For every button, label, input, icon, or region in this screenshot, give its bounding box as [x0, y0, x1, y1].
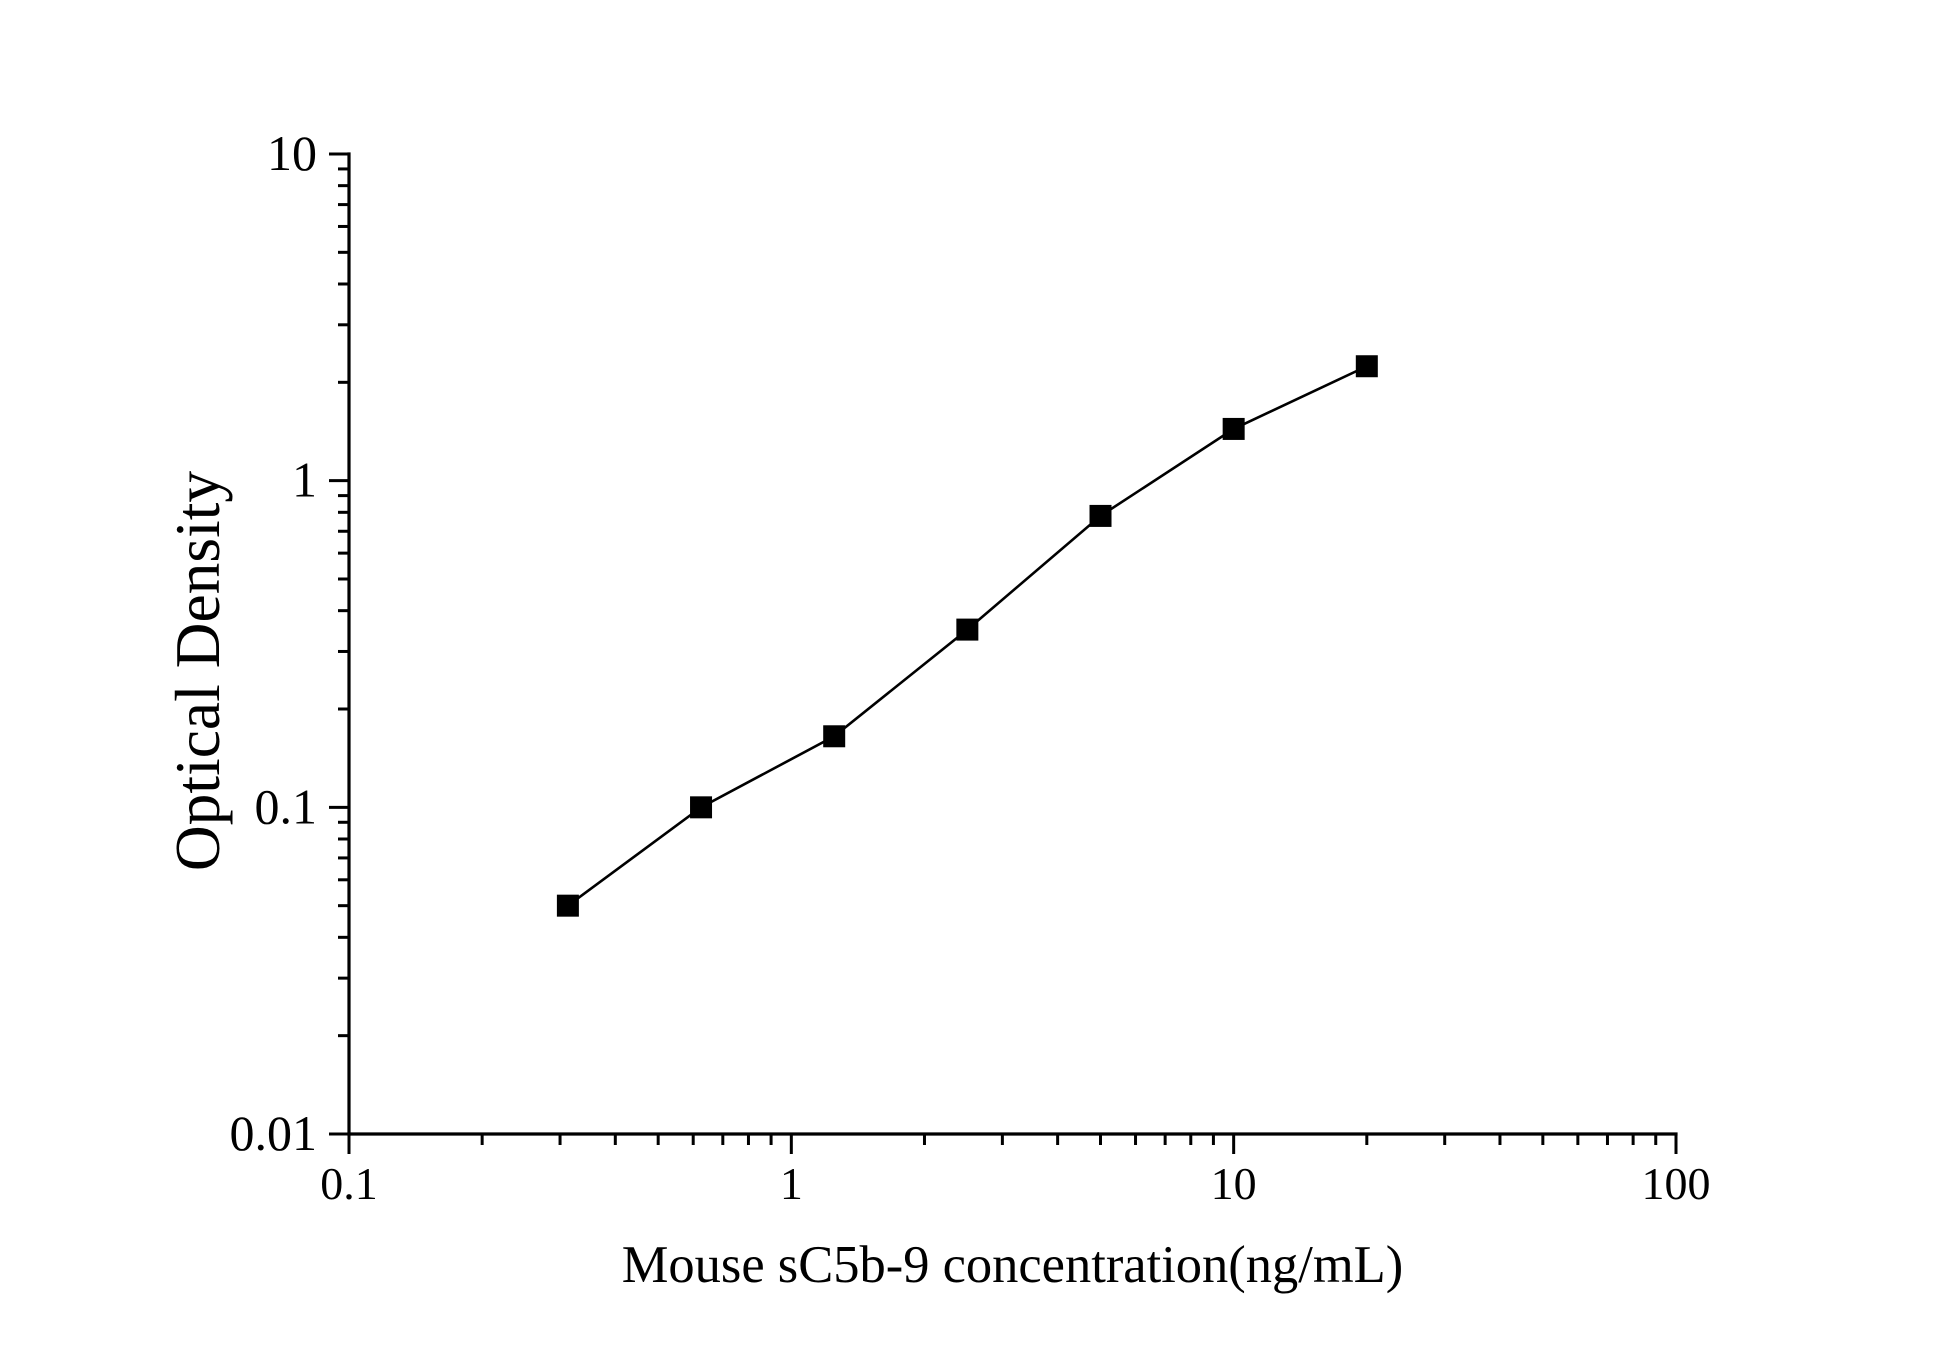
- svg-text:0.01: 0.01: [230, 1105, 318, 1161]
- svg-text:0.1: 0.1: [320, 1158, 378, 1209]
- svg-text:0.1: 0.1: [255, 778, 318, 834]
- svg-text:Mouse sC5b-9 concentration(ng/: Mouse sC5b-9 concentration(ng/mL): [622, 1236, 1404, 1294]
- svg-text:100: 100: [1641, 1158, 1710, 1209]
- svg-text:10: 10: [267, 125, 317, 181]
- svg-text:1: 1: [780, 1158, 803, 1209]
- svg-text:10: 10: [1211, 1158, 1257, 1209]
- svg-text:Optical Density: Optical Density: [162, 471, 233, 872]
- svg-text:1: 1: [292, 452, 317, 508]
